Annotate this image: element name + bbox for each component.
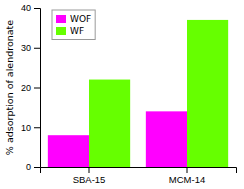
legend-item: WOF xyxy=(56,14,91,24)
tick: SBA-15 xyxy=(73,167,106,185)
tick: 40 xyxy=(21,3,40,13)
chart: 0 10 20 30 40 SBA-15 MCM-14 WOF WF % adsorption o… xyxy=(0,0,244,189)
tick: MCM-14 xyxy=(169,167,205,185)
legend-swatch xyxy=(56,15,66,23)
legend-frame xyxy=(52,10,95,40)
legend-label: WF xyxy=(70,26,84,36)
x-axis: SBA-15 MCM-14 xyxy=(41,167,237,185)
tick: 0 xyxy=(26,162,40,172)
y-axis-title: % adsorption of alendronate xyxy=(4,20,15,155)
tick: 10 xyxy=(21,123,40,133)
tick-label: SBA-15 xyxy=(73,174,106,185)
bar xyxy=(146,111,187,167)
axis-domain xyxy=(34,9,41,168)
y-axis: 0 10 20 30 40 xyxy=(21,3,41,172)
bar xyxy=(187,20,228,167)
axis-domain xyxy=(41,168,237,174)
tick-label: 40 xyxy=(21,3,31,13)
tick-label: 10 xyxy=(21,123,31,133)
tick-label: 0 xyxy=(26,162,31,172)
bars xyxy=(48,20,228,167)
bar xyxy=(48,135,89,167)
plot-area: 0 10 20 30 40 SBA-15 MCM-14 WOF WF xyxy=(21,3,237,184)
tick-mark xyxy=(89,167,90,173)
legend-item: WF xyxy=(56,26,84,36)
tick-label: 30 xyxy=(21,43,31,53)
tick: 30 xyxy=(21,43,40,53)
tick-mark xyxy=(34,88,40,89)
legend: WOF WF xyxy=(52,10,95,40)
tick-mark xyxy=(187,167,188,173)
legend-swatch xyxy=(56,27,66,35)
tick-label: MCM-14 xyxy=(169,174,205,185)
bar xyxy=(89,80,130,167)
tick-mark xyxy=(34,167,40,168)
legend-label: WOF xyxy=(70,14,91,24)
tick-label: 20 xyxy=(21,83,31,93)
tick-mark xyxy=(34,48,40,49)
tick-mark xyxy=(34,8,40,9)
tick: 20 xyxy=(21,83,40,93)
tick-mark xyxy=(34,127,40,128)
